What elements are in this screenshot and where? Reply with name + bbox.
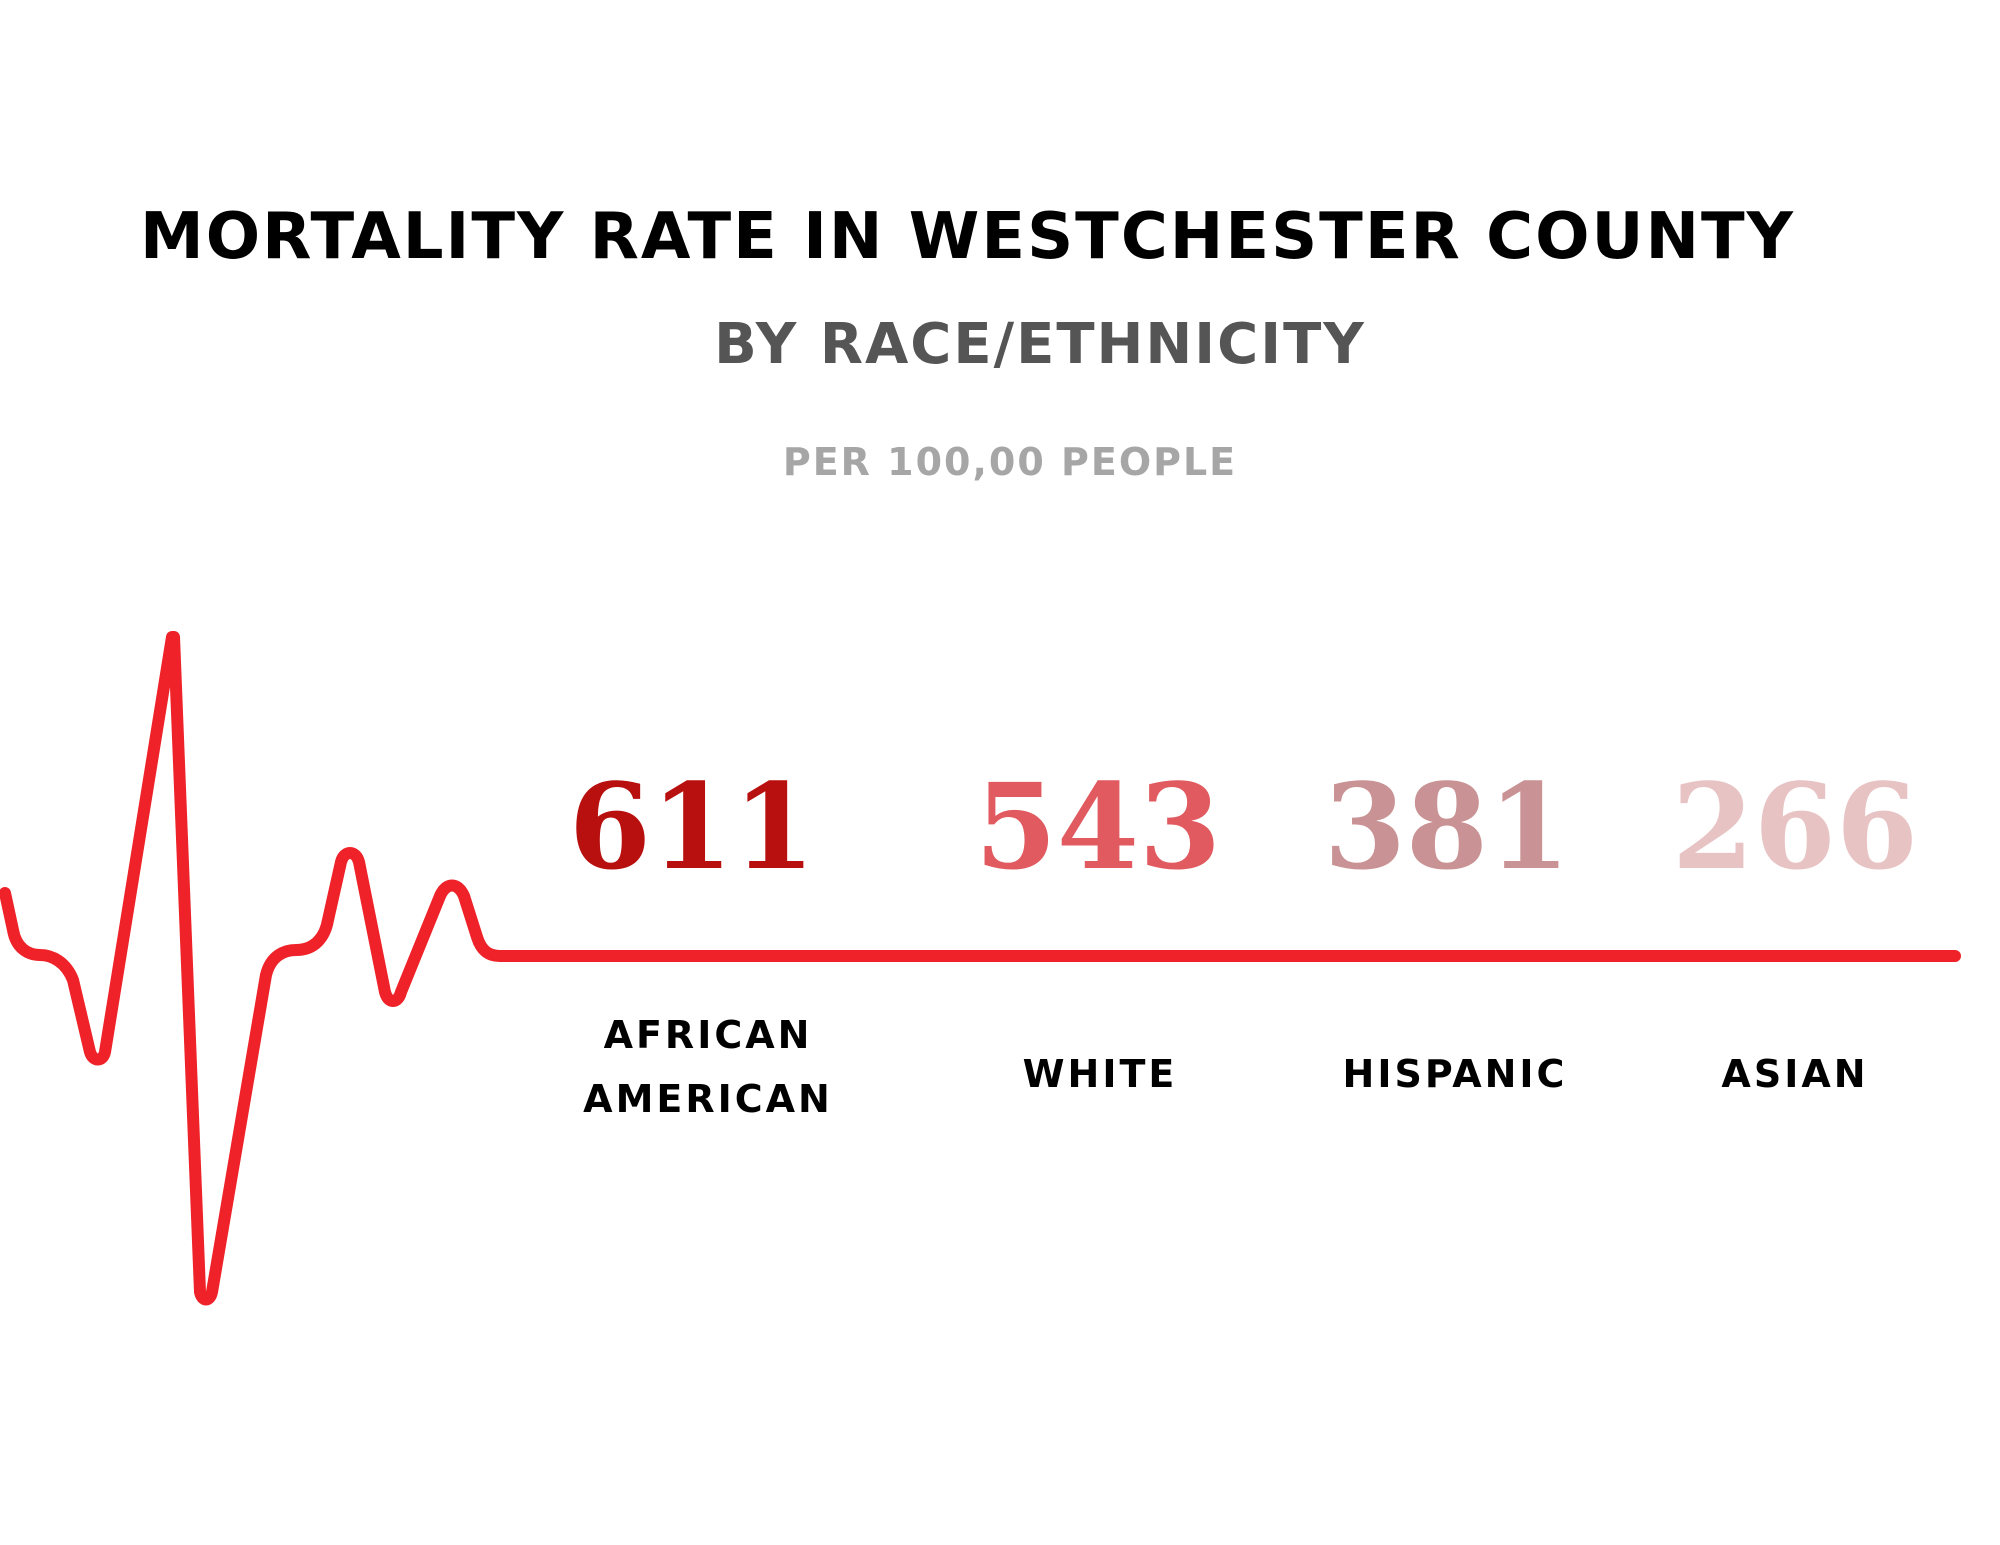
category-label: WHITE: [1022, 1052, 1178, 1096]
value-label: 381: [1323, 757, 1571, 896]
category-label: ASIAN: [1721, 1052, 1869, 1096]
category-label: HISPANIC: [1342, 1052, 1568, 1096]
value-label: 611: [568, 757, 816, 896]
pulse-waveform: [0, 631, 1961, 1306]
category-label: AFRICAN AMERICAN: [583, 1013, 833, 1121]
unit-note: PER 100,00 PEOPLE: [782, 440, 1238, 484]
value-label: 543: [974, 757, 1222, 896]
chart-subtitle: BY RACE/ETHNICITY: [714, 312, 1366, 377]
value-label: 266: [1671, 757, 1919, 896]
chart-title: MORTALITY RATE IN WESTCHESTER COUNTY: [140, 200, 1795, 274]
